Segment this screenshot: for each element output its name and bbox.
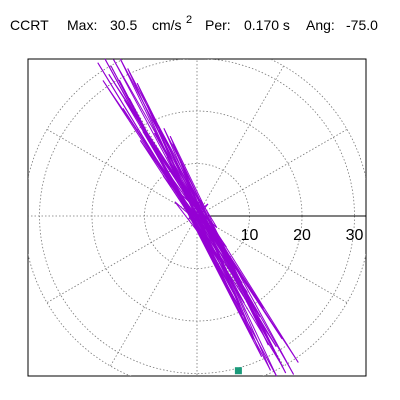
peak-marker: [234, 367, 242, 375]
grid-spoke-240: [110, 215, 198, 367]
trace-segment: [139, 140, 243, 284]
trace-segment: [191, 201, 217, 239]
trace-segment: [154, 132, 299, 363]
trace-segment: [124, 99, 231, 278]
period-value: 0.170 s: [244, 17, 290, 33]
angle-label: Ang:: [306, 17, 335, 33]
grid-spoke-150: [46, 129, 198, 217]
max-unit: cm/s: [152, 17, 182, 33]
header-bar: CCRT Max: 30.5 cm/s 2 Per: 0.170 s Ang: …: [10, 14, 378, 33]
plot-frame: [27, 58, 367, 377]
trace-segment: [181, 181, 242, 275]
angle-value: -75.0: [346, 17, 378, 33]
tick-labels: 10 20 30: [241, 227, 364, 244]
trace-layer: [97, 58, 299, 377]
grid-spoke-210: [46, 215, 198, 303]
grid-spoke-60: [196, 65, 284, 217]
trace-segment: [157, 124, 277, 377]
tick-label-10: 10: [241, 227, 259, 244]
grid-spoke-330: [196, 215, 348, 303]
max-unit-exponent: 2: [186, 14, 192, 26]
trace-segment: [165, 174, 207, 241]
period-label: Per:: [205, 17, 231, 33]
grid-spoke-30: [196, 129, 348, 217]
max-label: Max:: [67, 17, 97, 33]
tick-label-30: 30: [346, 227, 364, 244]
max-value: 30.5: [110, 17, 137, 33]
trace-segment: [162, 165, 242, 275]
trace-segment: [185, 201, 199, 221]
station-code: CCRT: [10, 17, 49, 33]
trace-segment: [113, 59, 295, 375]
tick-label-20: 20: [293, 227, 311, 244]
